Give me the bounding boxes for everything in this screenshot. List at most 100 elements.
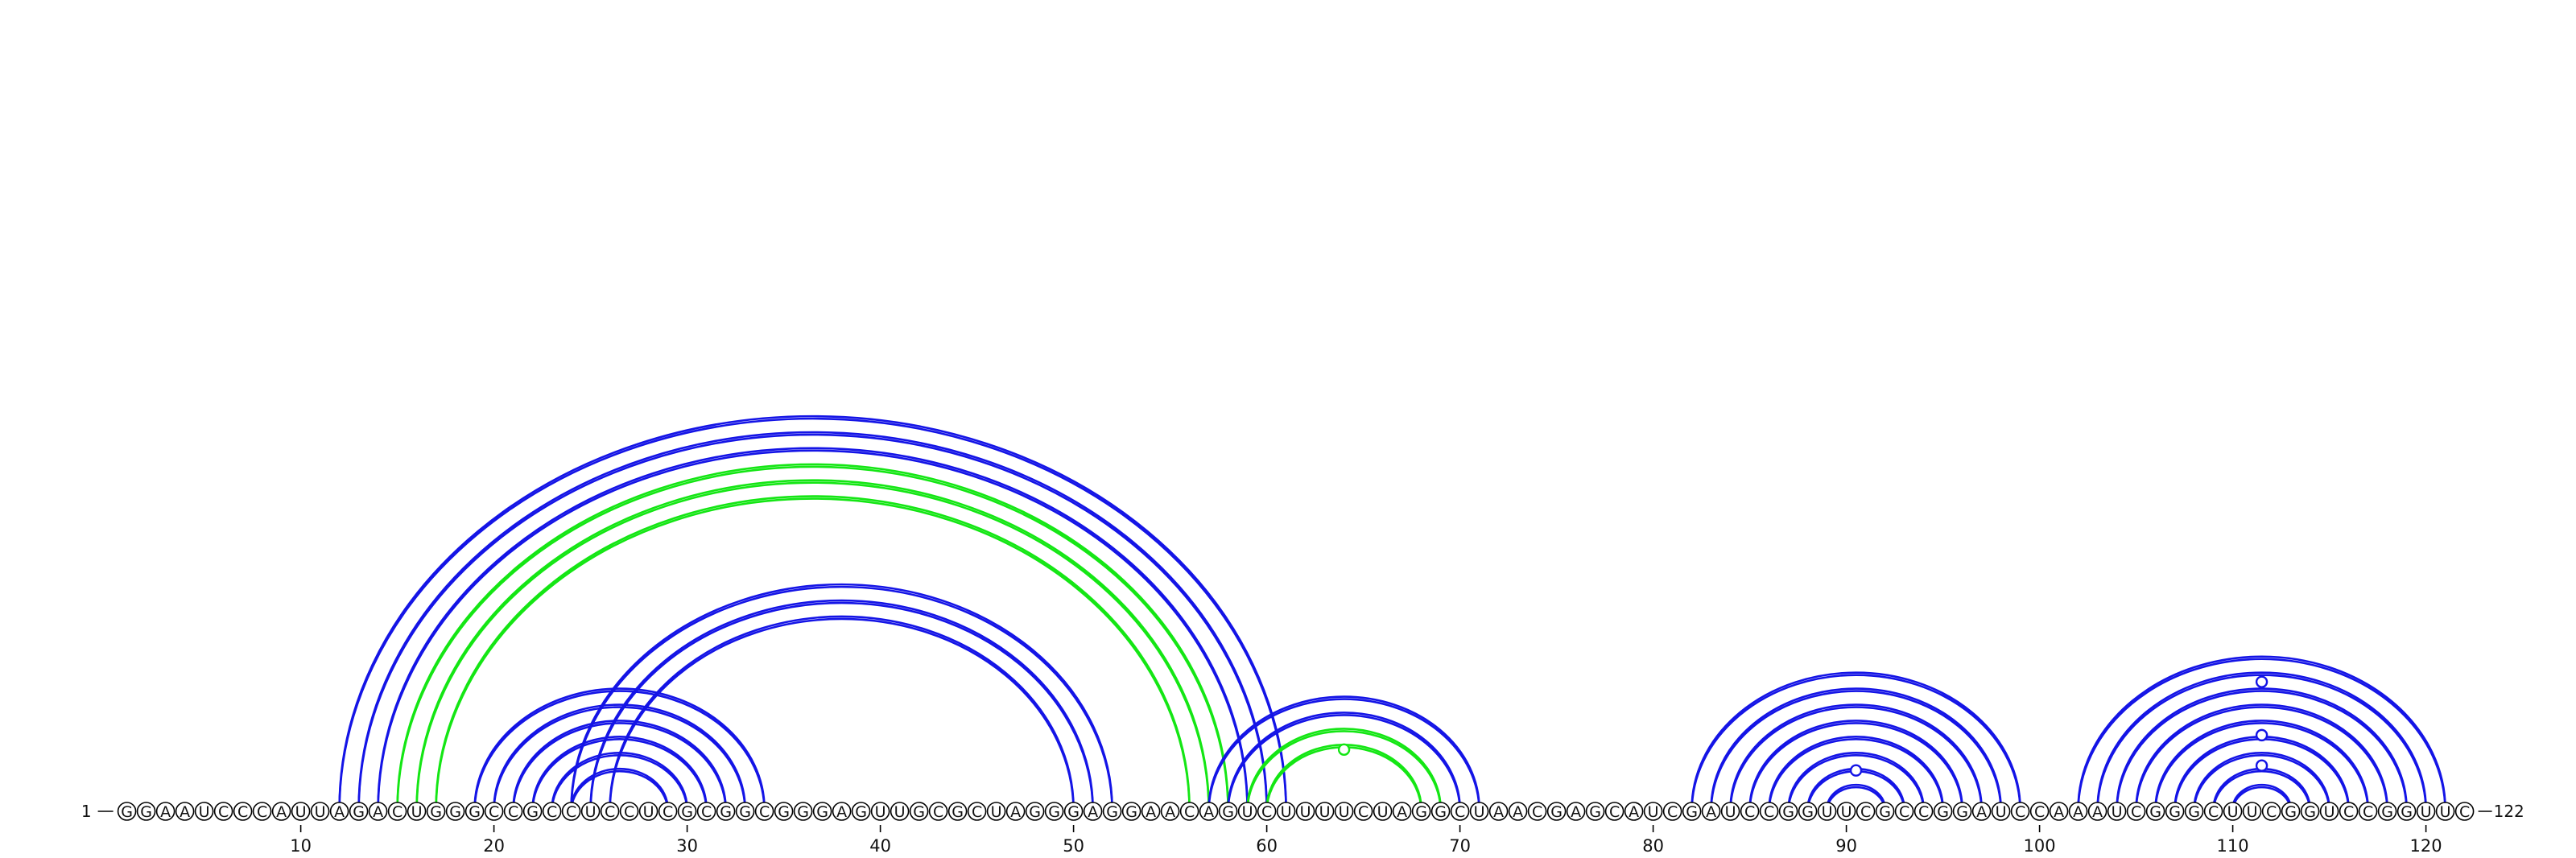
svg-text:G: G [913, 803, 925, 821]
nucleotide: G [522, 802, 543, 821]
nucleotide: G [117, 802, 137, 821]
nucleotide: A [175, 802, 195, 821]
nucleotide: C [658, 802, 678, 821]
nucleotide: G [1063, 802, 1084, 821]
arc-marker-2 [1849, 764, 1863, 777]
nucleotide: C [1662, 802, 1682, 821]
tick-30: 30 [676, 825, 698, 856]
nucleotide: U [1373, 802, 1393, 821]
nucleotide: U [1334, 802, 1354, 821]
nucleotide: G [445, 802, 465, 821]
svg-text:A: A [1146, 803, 1156, 821]
nucleotide: G [1102, 802, 1122, 821]
svg-text:U: U [315, 803, 326, 821]
svg-text:G: G [430, 803, 442, 821]
svg-text:G: G [1067, 803, 1080, 821]
svg-text:C: C [1358, 803, 1368, 821]
nucleotide: U [310, 802, 330, 821]
svg-text:U: U [2421, 803, 2432, 821]
arc-57-71 [1208, 695, 1480, 812]
tick-40: 40 [869, 825, 891, 856]
nucleotide: G [1952, 802, 1972, 821]
svg-text:C: C [2459, 803, 2470, 821]
svg-text:G: G [1879, 803, 1891, 821]
position-axis: 10 20 30 40 50 60 70 80 90 100 110 120 [290, 825, 2442, 856]
nucleotide: U [1720, 802, 1740, 821]
nucleotide: G [136, 802, 156, 821]
nucleotide: U [1991, 802, 2011, 821]
arc-102-121 [2077, 655, 2446, 812]
sequence-start-label: 1 [81, 802, 92, 821]
sequence-backbone: 1 122 [81, 802, 2524, 821]
arc-58-70 [1227, 712, 1461, 812]
svg-text:C: C [1764, 803, 1774, 821]
svg-text:60: 60 [1256, 836, 1278, 856]
arc-86-95 [1768, 736, 1944, 812]
svg-text:A: A [2073, 803, 2083, 821]
svg-text:G: G [1550, 803, 1563, 821]
svg-text:20: 20 [483, 836, 505, 856]
svg-text:A: A [334, 803, 345, 821]
nucleotide: U [638, 802, 658, 821]
arc-15-58 [396, 463, 1229, 812]
svg-text:C: C [1455, 803, 1465, 821]
nucleotide: G [1430, 802, 1451, 821]
nucleotide: C [542, 802, 562, 821]
nucleotide: G [1682, 802, 1702, 821]
svg-text:C: C [1184, 803, 1195, 821]
svg-text:G: G [1782, 803, 1794, 821]
svg-text:C: C [218, 803, 229, 821]
nucleotide: C [2126, 802, 2146, 821]
nucleotide: U [2416, 802, 2436, 821]
svg-text:G: G [526, 803, 539, 821]
tick-100: 100 [2024, 825, 2056, 856]
nucleotide: G [1875, 802, 1895, 821]
nucleotide: U [194, 802, 214, 821]
svg-text:U: U [1319, 803, 1331, 821]
nucleotide: U [407, 802, 427, 821]
nucleotide: A [1141, 802, 1161, 821]
svg-text:A: A [1706, 803, 1716, 821]
nucleotide: U [2223, 802, 2243, 821]
svg-text:G: G [739, 803, 751, 821]
svg-text:A: A [180, 803, 190, 821]
svg-text:C: C [489, 803, 499, 821]
svg-text:C: C [1860, 803, 1871, 821]
nucleotide: G [774, 802, 794, 821]
nucleotide: U [1817, 802, 1837, 821]
nucleotide: U [1237, 802, 1257, 821]
nucleotide: C [619, 802, 639, 821]
nucleotide: G [947, 802, 968, 821]
svg-text:U: U [1474, 803, 1485, 821]
svg-text:100: 100 [2024, 836, 2056, 856]
svg-text:50: 50 [1063, 836, 1084, 856]
nucleotide: C [696, 802, 716, 821]
svg-text:A: A [1165, 803, 1175, 821]
svg-text:C: C [2343, 803, 2354, 821]
arc-12-61 [338, 415, 1287, 812]
arc-59-69 [1246, 728, 1442, 812]
svg-text:C: C [1261, 803, 1272, 821]
arc-103-120 [2096, 671, 2427, 812]
nucleotide: G [2281, 802, 2301, 821]
nucleotide: C [600, 802, 620, 821]
arc-82-99 [1690, 671, 2021, 812]
svg-text:A: A [1010, 803, 1021, 821]
nucleotide: A [1701, 802, 1721, 821]
svg-text:G: G [121, 803, 133, 821]
nucleotide: G [1044, 802, 1064, 821]
svg-text:U: U [2247, 803, 2258, 821]
nucleotide: G [793, 802, 813, 821]
svg-text:G: G [2169, 803, 2181, 821]
nucleotide: C [484, 802, 504, 821]
nucleotide: U [1836, 802, 1856, 821]
nucleotide: U [1469, 802, 1489, 821]
svg-text:C: C [392, 803, 402, 821]
svg-text:A: A [836, 803, 847, 821]
nucleotide: G [1778, 802, 1798, 821]
arc-marker-3 [2255, 675, 2268, 688]
svg-text:90: 90 [1835, 836, 1857, 856]
svg-text:U: U [1281, 803, 1292, 821]
arc-83-98 [1710, 687, 2002, 812]
nucleotide: U [2435, 802, 2455, 821]
